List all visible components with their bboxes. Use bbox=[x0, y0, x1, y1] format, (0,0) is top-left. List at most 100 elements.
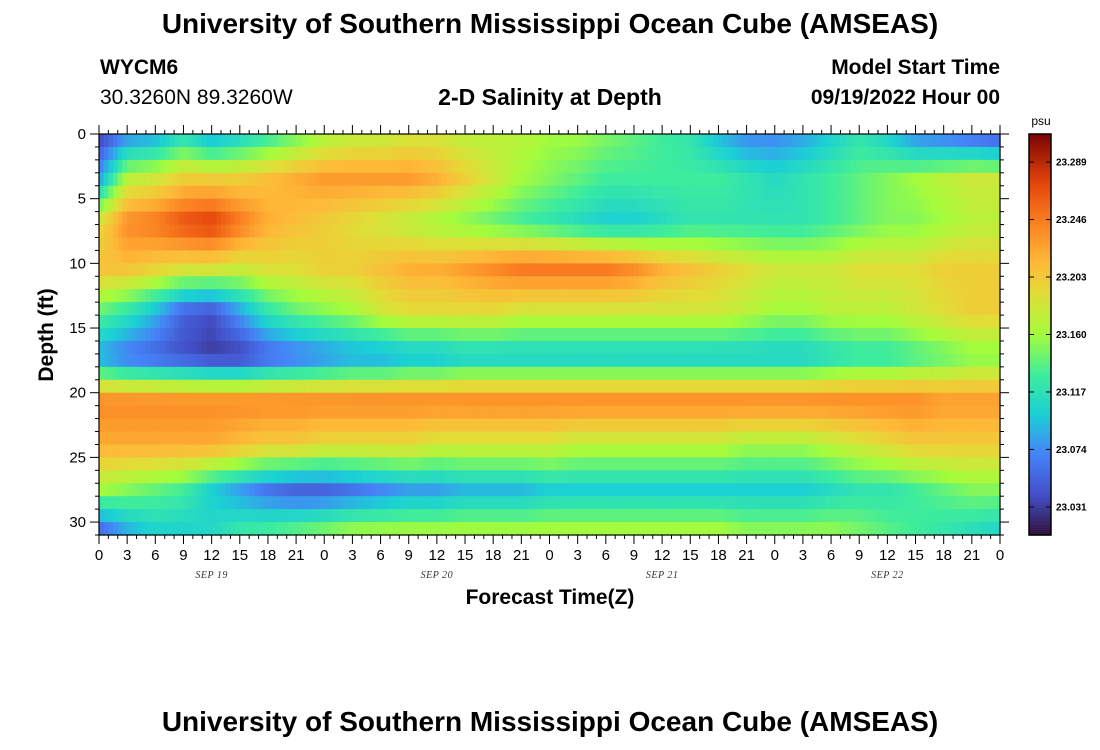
heatmap-cell bbox=[662, 405, 668, 420]
heatmap-cell bbox=[253, 353, 260, 368]
heatmap-cell bbox=[587, 315, 593, 329]
heatmap-cell bbox=[239, 315, 246, 329]
heatmap-cell bbox=[385, 315, 391, 329]
heatmap-cell bbox=[643, 496, 649, 510]
heatmap-cell bbox=[540, 315, 546, 329]
heatmap-cell bbox=[249, 134, 255, 148]
heatmap-cell bbox=[638, 405, 644, 420]
heatmap-cell bbox=[239, 405, 246, 420]
heatmap-cell bbox=[375, 237, 382, 252]
heatmap-cell bbox=[469, 366, 476, 381]
heatmap-cell bbox=[399, 172, 405, 187]
heatmap-cell bbox=[798, 250, 804, 264]
heatmap-cell bbox=[418, 302, 424, 316]
heatmap-cell bbox=[352, 444, 358, 458]
heatmap-cell bbox=[131, 522, 138, 536]
heatmap-cell bbox=[657, 457, 663, 471]
heatmap-cell bbox=[563, 405, 569, 420]
heatmap-cell bbox=[535, 405, 541, 420]
heatmap-cell bbox=[605, 134, 612, 148]
heatmap-cell bbox=[751, 276, 757, 290]
heatmap-cell bbox=[474, 522, 480, 536]
heatmap-cell bbox=[680, 522, 687, 536]
heatmap-cell bbox=[648, 302, 654, 316]
heatmap-cell bbox=[225, 444, 231, 458]
heatmap-cell bbox=[704, 522, 710, 536]
heatmap-cell bbox=[399, 392, 405, 407]
heatmap-cell bbox=[413, 185, 419, 200]
heatmap-cell bbox=[380, 431, 386, 446]
heatmap-cell bbox=[652, 250, 659, 264]
heatmap-cell bbox=[450, 211, 457, 226]
heatmap-cell bbox=[469, 353, 476, 368]
heatmap-cell bbox=[774, 172, 781, 187]
heatmap-cell bbox=[164, 457, 170, 471]
heatmap-cell bbox=[816, 263, 823, 277]
heatmap-cell bbox=[113, 146, 119, 161]
heatmap-cell bbox=[474, 172, 480, 187]
heatmap-cell bbox=[694, 302, 701, 316]
heatmap-cell bbox=[704, 250, 710, 264]
heatmap-cell bbox=[619, 134, 626, 148]
heatmap-cell bbox=[328, 522, 335, 536]
heatmap-cell bbox=[760, 185, 766, 200]
heatmap-cell bbox=[619, 418, 626, 433]
heatmap-cell bbox=[826, 315, 832, 329]
heatmap-cell bbox=[385, 496, 391, 510]
heatmap-cell bbox=[446, 276, 452, 290]
heatmap-cell bbox=[99, 263, 105, 277]
heatmap-cell bbox=[755, 470, 762, 484]
heatmap-cell bbox=[577, 172, 583, 187]
heatmap-cell bbox=[164, 185, 170, 200]
heatmap-cell bbox=[502, 134, 508, 148]
heatmap-cell bbox=[361, 418, 368, 433]
heatmap-cell bbox=[544, 250, 551, 264]
heatmap-cell bbox=[633, 405, 640, 420]
heatmap-cell bbox=[211, 237, 217, 252]
heatmap-cell bbox=[845, 392, 851, 407]
heatmap-cell bbox=[324, 211, 330, 226]
heatmap-cell bbox=[483, 211, 490, 226]
heatmap-cell bbox=[361, 444, 368, 458]
heatmap-cell bbox=[404, 366, 410, 381]
heatmap-cell bbox=[469, 289, 476, 303]
heatmap-cell bbox=[802, 509, 809, 523]
heatmap-cell bbox=[619, 198, 626, 213]
heatmap-cell bbox=[169, 159, 175, 174]
heatmap-cell bbox=[596, 431, 602, 446]
heatmap-cell bbox=[202, 366, 208, 381]
heatmap-cell bbox=[399, 470, 405, 484]
heatmap-cell bbox=[657, 522, 663, 536]
heatmap-cell bbox=[230, 198, 236, 213]
heatmap-cell bbox=[258, 392, 264, 407]
heatmap-cell bbox=[558, 172, 565, 187]
heatmap-cell bbox=[587, 146, 593, 161]
heatmap-cell bbox=[328, 172, 335, 187]
heatmap-cell bbox=[558, 418, 565, 433]
heatmap-cell bbox=[286, 418, 292, 433]
heatmap-cell bbox=[755, 366, 762, 381]
heatmap-cell bbox=[122, 457, 128, 471]
heatmap-cell bbox=[849, 496, 856, 510]
heatmap-cell bbox=[418, 224, 424, 239]
heatmap-cell bbox=[314, 315, 321, 329]
heatmap-cell bbox=[727, 172, 734, 187]
heatmap-cell bbox=[657, 328, 663, 342]
heatmap-cell bbox=[746, 340, 752, 355]
heatmap-cell bbox=[530, 379, 537, 394]
heatmap-cell bbox=[282, 444, 288, 458]
heatmap-cell bbox=[521, 522, 527, 536]
heatmap-cell bbox=[465, 366, 471, 381]
heatmap-cell bbox=[798, 146, 804, 161]
heatmap-cell bbox=[840, 444, 846, 458]
heatmap-cell bbox=[103, 444, 109, 458]
heatmap-cell bbox=[282, 366, 288, 381]
heatmap-cell bbox=[755, 483, 762, 497]
heatmap-cell bbox=[432, 263, 438, 277]
heatmap-cell bbox=[530, 328, 537, 342]
heatmap-cell bbox=[723, 302, 729, 316]
heatmap-cell bbox=[643, 237, 649, 252]
heatmap-cell bbox=[718, 457, 724, 471]
heatmap-cell bbox=[680, 289, 687, 303]
heatmap-cell bbox=[206, 405, 213, 420]
